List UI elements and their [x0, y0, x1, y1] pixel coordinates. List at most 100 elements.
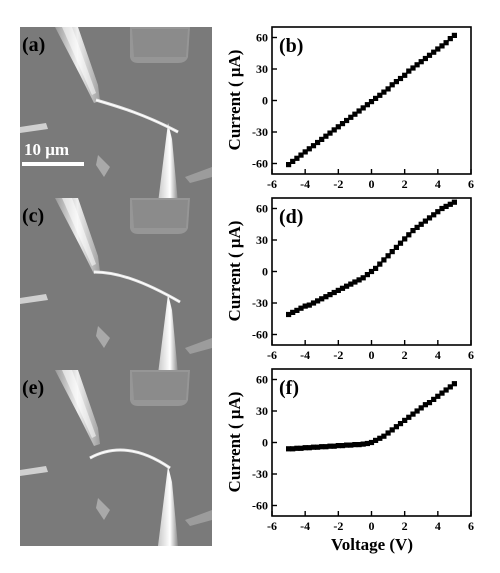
x-tick-label: 4 [435, 177, 441, 191]
data-point [306, 302, 312, 308]
data-point [368, 439, 375, 446]
data-point [331, 289, 337, 296]
data-point [335, 124, 341, 130]
y-axis-title-d: Current ( μA) [225, 221, 244, 322]
data-point [364, 272, 370, 278]
x-tick-label: -4 [300, 177, 310, 191]
data-point [335, 443, 341, 449]
data-point [348, 281, 354, 287]
data-point [339, 121, 346, 127]
data-point [426, 215, 433, 221]
y-tick-label: 60 [256, 373, 268, 387]
data-point [294, 307, 300, 313]
data-point [451, 32, 457, 38]
panel-label-b: (b) [279, 35, 303, 57]
panel-label-d: (d) [279, 206, 303, 228]
data-point [298, 445, 304, 451]
data-point [373, 437, 379, 443]
data-point [306, 445, 312, 451]
data-point [414, 408, 420, 414]
data-point [373, 265, 379, 271]
x-tick-label: -6 [267, 177, 277, 191]
y-tick-label: 0 [262, 436, 268, 450]
data-point [443, 203, 449, 209]
panel-label-e: (e) [22, 377, 44, 399]
data-point [402, 236, 408, 242]
x-tick-label: -6 [267, 519, 277, 533]
data-point [443, 387, 449, 393]
data-point [406, 414, 412, 420]
data-point [414, 62, 420, 68]
data-point [335, 287, 341, 293]
data-point [290, 309, 296, 315]
y-tick-label: 60 [256, 202, 268, 216]
data-point [381, 257, 387, 263]
data-point [344, 283, 350, 289]
data-point [402, 417, 408, 423]
data-point [364, 440, 370, 447]
data-point [397, 75, 404, 82]
data-point [360, 105, 366, 111]
data-point [368, 268, 375, 275]
data-point [348, 114, 354, 120]
data-point [290, 158, 296, 164]
data-point [393, 424, 399, 430]
data-point [352, 279, 358, 285]
data-point [286, 162, 292, 168]
plot-b: -6 -4 -2 0 2 4 6 -60 -30 0 30 60 (b) Current ( μA) [225, 26, 474, 191]
data-point [418, 59, 424, 65]
data-point [315, 444, 321, 450]
data-point [331, 127, 337, 133]
data-point [360, 441, 366, 447]
x-tick-label: 6 [468, 177, 474, 191]
data-point [302, 303, 308, 309]
data-point [435, 393, 441, 399]
data-point [356, 108, 362, 114]
x-tick-label: -6 [267, 348, 277, 362]
data-point [327, 292, 333, 298]
data-point [377, 92, 383, 98]
data-point [385, 253, 391, 259]
plot-d-marks [286, 199, 457, 318]
data-point [286, 446, 292, 452]
data-point [377, 261, 383, 267]
data-point [315, 139, 321, 146]
data-point [422, 218, 428, 224]
data-point [443, 40, 449, 46]
data-point [422, 402, 428, 408]
x-tick-label: 4 [435, 519, 441, 533]
y-tick-label: 0 [262, 265, 268, 279]
data-point [393, 244, 399, 250]
data-point [319, 296, 325, 302]
y-tick-label: -60 [252, 157, 268, 171]
data-point [302, 445, 308, 451]
data-point [439, 390, 445, 396]
plot-f-ticks: -6 -4 -2 0 2 4 6 -60 -30 0 30 60 [252, 373, 474, 534]
data-point [364, 102, 370, 108]
y-tick-label: 0 [262, 94, 268, 108]
data-point [310, 300, 317, 306]
data-point [356, 442, 362, 448]
data-point [352, 111, 358, 117]
data-point [327, 443, 333, 449]
data-point [422, 55, 428, 62]
data-line-f [288, 382, 455, 450]
data-point [306, 146, 312, 152]
data-point [410, 411, 416, 417]
data-point [410, 65, 416, 71]
panel-label-f: (f) [279, 377, 299, 399]
data-point [385, 86, 391, 92]
data-point [294, 155, 300, 161]
data-point [439, 205, 445, 212]
data-point [389, 427, 395, 433]
data-point [381, 89, 387, 95]
x-tick-label: -2 [333, 519, 343, 533]
data-point [344, 117, 350, 124]
x-tick-label: 4 [435, 348, 441, 362]
data-point [290, 446, 296, 452]
data-point [426, 400, 433, 406]
data-point [418, 405, 424, 411]
data-point [447, 201, 453, 207]
data-point [385, 430, 391, 436]
